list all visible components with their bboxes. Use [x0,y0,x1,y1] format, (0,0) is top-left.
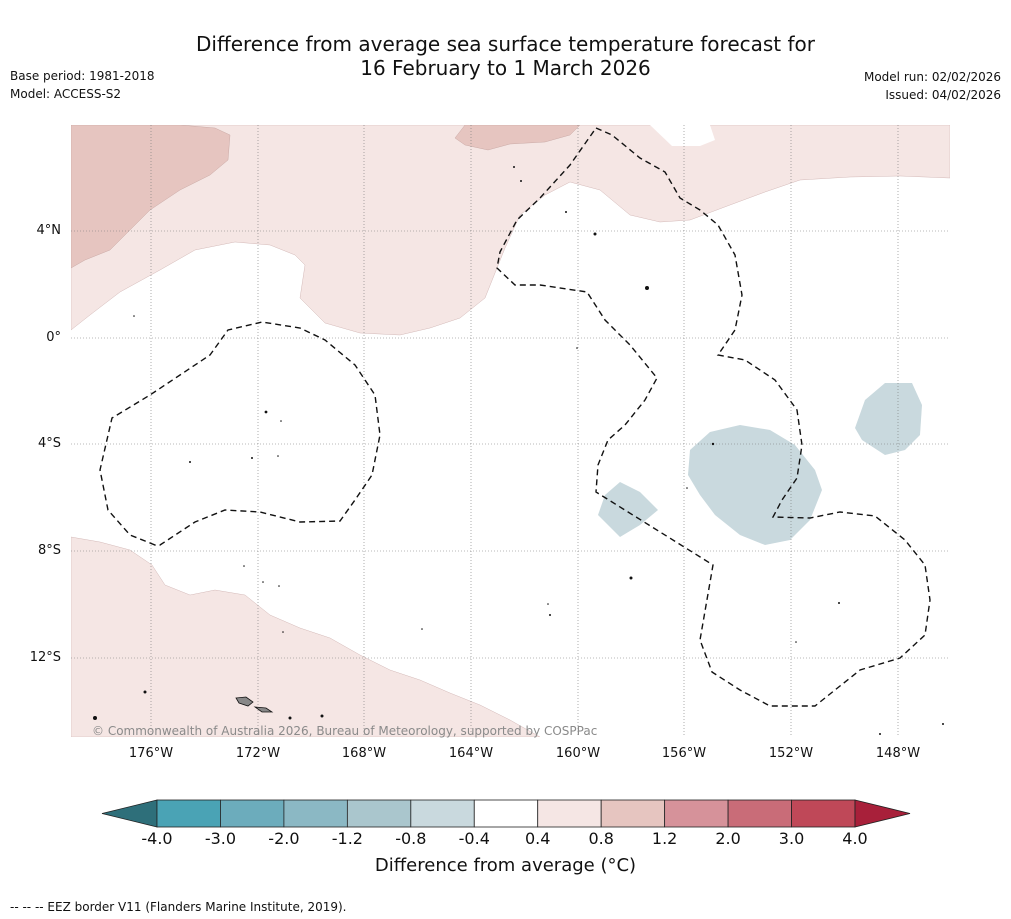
lon-label-156w: 156°W [661,746,707,761]
anomaly-region-cool-west [598,482,658,537]
colorbar-tick-label: 3.0 [778,829,805,848]
eez-legend-footer: -- -- -- EEZ border V11 (Flanders Marine… [10,900,347,914]
eez-borders [99,127,931,707]
colorbar-tick-label: -2.0 [268,829,300,848]
base-period: Base period: 1981-2018 [10,69,155,83]
samoa-islands [235,696,274,713]
colorbar-segment [283,799,348,828]
colorbar-tick-label: 1.2 [651,829,678,848]
meta-left: Base period: 1981-2018 Model: ACCESS-S2 [10,67,155,103]
colorbar-tick-label: -1.2 [331,829,363,848]
map-title: Difference from average sea surface temp… [0,32,1011,80]
colorbar-segment [410,799,475,828]
lon-label-152w: 152°W [768,746,814,761]
model-run: Model run: 02/02/2026 [863,70,1001,84]
lat-label-8s: 8°S [37,543,61,558]
anomaly-region-warm-southwest [71,536,541,737]
issued-date: Issued: 04/02/2026 [885,88,1001,102]
colorbar-segment [220,799,285,828]
island-markers [93,166,944,735]
colorbar-segment [600,799,666,828]
colorbar-extend-low [101,799,158,828]
colorbar-tick-label: -0.8 [395,829,427,848]
colorbar-segment [473,799,539,828]
lon-label-176w: 176°W [128,746,174,761]
colorbar-extend-high [854,799,911,828]
eez-border-central [496,127,931,707]
colorbar-tick-label: 0.8 [588,829,614,848]
lon-label-160w: 160°W [555,746,601,761]
lon-label-164w: 164°W [448,746,494,761]
lon-label-172w: 172°W [235,746,281,761]
colorbar-segment [537,799,602,828]
anomaly-region-warm-northwest [71,125,231,269]
colorbar-segment [156,799,221,828]
colorbar-title: Difference from average (°C) [374,855,637,876]
copyright-notice: © Commonwealth of Australia 2026, Bureau… [92,724,598,738]
lat-label-4n: 4°N [36,223,62,238]
anomaly-region-warm-north [71,125,950,336]
lon-label-148w: 148°W [875,746,921,761]
anomaly-region-cool-center [688,425,822,545]
colorbar-segment [664,799,729,828]
colorbar-segment [346,799,412,828]
colorbar-tick-label: 2.0 [715,829,741,848]
meta-right: Model run: 02/02/2026 Issued: 04/02/2026 [864,68,1001,104]
lat-label-4s: 4°S [37,436,61,451]
lat-label-0: 0° [46,330,61,345]
lat-label-12s: 12°S [29,650,61,665]
colorbar-tick-label: 0.4 [524,829,551,848]
colorbar-segment [791,799,856,828]
title-line-2: 16 February to 1 March 2026 [360,56,651,80]
title-line-1: Difference from average sea surface temp… [195,32,815,56]
anomaly-region-warm-top-center [454,125,581,151]
colorbar-tick-label: -3.0 [204,829,237,848]
colorbar-tick-label: -0.4 [458,829,490,848]
colorbar-tick-label: -4.0 [141,829,173,848]
anomaly-region-cool-east [855,383,922,455]
neutral-notch-north [650,125,715,146]
lon-label-168w: 168°W [341,746,387,761]
model-name: Model: ACCESS-S2 [10,87,122,101]
gridlines [71,125,950,737]
colorbar-tick-label: 4.0 [842,829,868,848]
colorbar-segment [727,799,792,828]
eez-border-west [99,321,381,546]
colorbar [101,799,911,828]
